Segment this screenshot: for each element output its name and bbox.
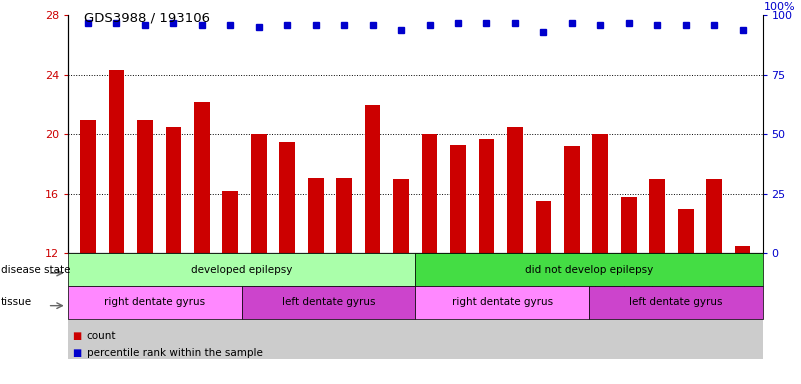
Bar: [280, 142, 295, 253]
Text: developed epilepsy: developed epilepsy: [191, 265, 292, 275]
Bar: [593, 134, 608, 253]
Bar: [336, 177, 352, 253]
Bar: [650, 179, 665, 253]
Bar: [706, 179, 722, 253]
Text: GDS3988 / 193106: GDS3988 / 193106: [84, 12, 210, 25]
Bar: [564, 146, 580, 253]
Bar: [479, 139, 494, 253]
Text: ■: ■: [72, 331, 82, 341]
Text: right dentate gyrus: right dentate gyrus: [104, 297, 205, 308]
Bar: [678, 209, 694, 253]
Bar: [421, 134, 437, 253]
Text: left dentate gyrus: left dentate gyrus: [629, 297, 723, 308]
Text: count: count: [87, 331, 116, 341]
Bar: [450, 145, 466, 253]
Text: right dentate gyrus: right dentate gyrus: [452, 297, 553, 308]
Bar: [194, 102, 210, 253]
Bar: [223, 191, 238, 253]
Text: tissue: tissue: [1, 297, 32, 308]
Bar: [364, 105, 380, 253]
Text: left dentate gyrus: left dentate gyrus: [282, 297, 375, 308]
Text: ■: ■: [72, 348, 82, 358]
Text: disease state: disease state: [1, 265, 70, 275]
Bar: [507, 127, 523, 253]
Bar: [308, 177, 324, 253]
Bar: [621, 197, 637, 253]
Bar: [80, 119, 96, 253]
Bar: [166, 127, 181, 253]
Text: 100%: 100%: [764, 2, 795, 12]
Bar: [393, 179, 409, 253]
Bar: [251, 134, 267, 253]
Text: did not develop epilepsy: did not develop epilepsy: [525, 265, 653, 275]
Bar: [536, 201, 551, 253]
Bar: [109, 70, 124, 253]
Text: percentile rank within the sample: percentile rank within the sample: [87, 348, 263, 358]
Bar: [137, 119, 153, 253]
Bar: [735, 246, 751, 253]
